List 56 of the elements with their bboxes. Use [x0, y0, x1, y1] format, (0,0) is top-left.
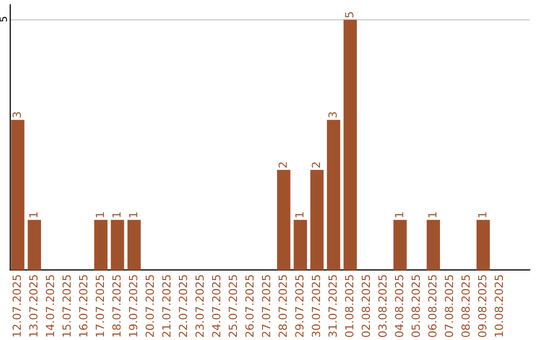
x-tick-label: 27.07.2025: [262, 275, 270, 337]
x-tick-label: 30.07.2025: [312, 275, 320, 337]
x-tick-label: 07.08.2025: [444, 275, 454, 338]
x-tick-label: 26.07.2025: [245, 275, 254, 337]
x-tick-label: 29.07.2025: [295, 275, 304, 337]
x-tick-label: 17.07.2025: [96, 275, 104, 337]
bar: [426, 220, 440, 270]
x-tick-label: 22.07.2025: [178, 275, 188, 337]
bar: [393, 220, 407, 270]
x-tick-label: 16.07.2025: [79, 275, 88, 337]
data-label: 1: [96, 212, 104, 218]
data-label: 2: [312, 162, 320, 168]
x-tick-label: 12.07.2025: [12, 275, 21, 337]
data-label: 1: [395, 212, 404, 218]
bar: [476, 220, 490, 270]
x-tick-label: 02.08.2025: [362, 275, 370, 338]
x-tick-label: 23.07.2025: [195, 275, 204, 337]
x-tick-label: 24.07.2025: [212, 275, 220, 337]
bar: [11, 120, 24, 270]
x-tick-label: 18.07.2025: [112, 275, 121, 337]
data-label: 1: [428, 212, 436, 218]
data-label: 2: [278, 162, 287, 168]
x-tick-label: 14.07.2025: [46, 275, 54, 337]
bar: [94, 220, 108, 270]
bar: [344, 20, 357, 270]
data-label: 3: [328, 112, 337, 118]
x-tick-label: 04.08.2025: [394, 275, 404, 338]
data-label: 1: [29, 212, 38, 218]
bar: [277, 170, 290, 270]
data-label: 5: [345, 12, 354, 18]
x-tick-label: 03.08.2025: [378, 275, 387, 338]
data-label: 3: [12, 112, 21, 118]
x-tick-label: 28.07.2025: [278, 275, 287, 337]
data-label: 1: [129, 212, 138, 218]
data-label: 1: [478, 212, 486, 218]
x-tick-label: 20.07.2025: [146, 275, 154, 337]
bar: [310, 170, 324, 270]
x-tick-label: 13.07.2025: [29, 275, 38, 337]
x-tick-label: 01.08.2025: [345, 275, 354, 338]
x-tick-label: 08.08.2025: [461, 275, 470, 338]
bar: [294, 220, 307, 270]
x-tick-label: 31.07.2025: [328, 275, 337, 337]
data-label: 1: [295, 212, 304, 218]
x-tick-label: 25.07.2025: [228, 275, 238, 337]
x-tick-label: 10.08.2025: [494, 275, 504, 337]
x-tick-label: 09.08.2025: [478, 275, 486, 338]
bar: [127, 220, 141, 270]
x-tick-label: 05.08.2025: [412, 275, 420, 338]
x-tick-label: 06.08.2025: [428, 275, 437, 338]
data-label: 1: [112, 212, 121, 218]
bar: [110, 220, 124, 270]
x-tick-label: 15.07.2025: [62, 275, 71, 337]
x-tick-label: 19.07.2025: [128, 275, 138, 337]
x-tick-label: 21.07.2025: [162, 275, 171, 337]
bar: [326, 120, 340, 270]
bar: [28, 220, 42, 270]
